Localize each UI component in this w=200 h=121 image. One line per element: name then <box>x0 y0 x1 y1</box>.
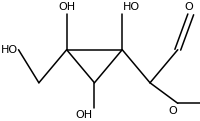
Text: OH: OH <box>58 2 75 12</box>
Text: OH: OH <box>75 110 93 120</box>
Text: O: O <box>168 106 177 116</box>
Text: HO: HO <box>0 45 18 55</box>
Text: O: O <box>185 2 193 12</box>
Text: HO: HO <box>123 2 140 12</box>
